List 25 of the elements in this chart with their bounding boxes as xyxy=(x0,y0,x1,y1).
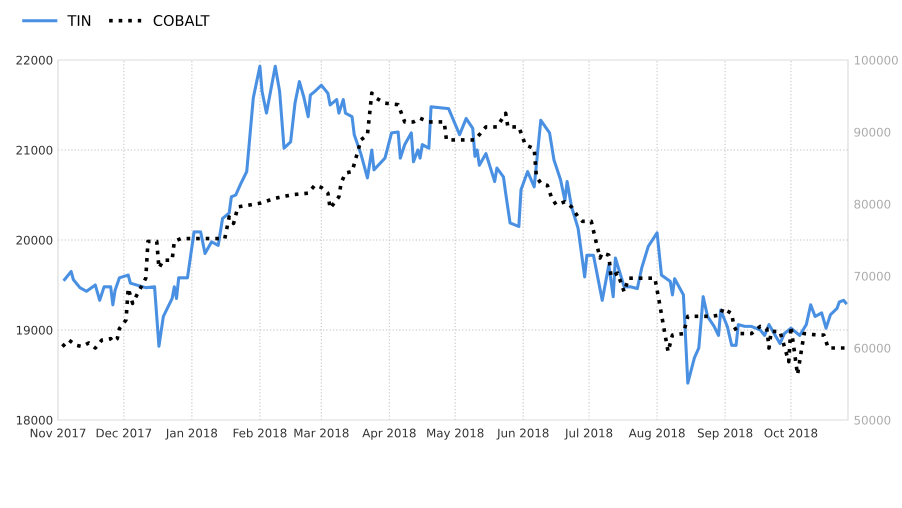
y-tick-label: 21000 xyxy=(16,146,52,155)
y2-tick-label: 80000 xyxy=(854,200,890,209)
legend-label: TIN xyxy=(67,15,90,26)
x-tick-label: Aug 2018 xyxy=(628,428,685,440)
x-tick-label: Jan 2018 xyxy=(165,428,218,440)
y2-tick-label: 90000 xyxy=(854,128,890,137)
y2-tick-label: 70000 xyxy=(854,272,890,281)
y-tick-label: 22000 xyxy=(16,56,52,65)
x-tick-label: Sep 2018 xyxy=(698,428,752,440)
legend-label: COBALT xyxy=(154,15,210,26)
x-tick-label: Dec 2017 xyxy=(96,428,152,438)
x-tick-label: Feb 2018 xyxy=(234,428,286,438)
x-tick-label: Nov 2017 xyxy=(30,428,86,438)
y2-tick-label: 60000 xyxy=(854,344,890,353)
x-tick-label: May 2018 xyxy=(427,428,484,440)
y-tick-label: 18000 xyxy=(16,416,52,425)
y-tick-label: 20000 xyxy=(16,236,52,245)
y2-tick-label: 50000 xyxy=(854,416,890,425)
x-tick-label: Oct 2018 xyxy=(764,428,818,438)
x-tick-label: Jun 2018 xyxy=(496,428,549,440)
x-tick-label: Mar 2018 xyxy=(294,428,349,438)
x-tick-label: Jul 2018 xyxy=(564,428,612,440)
y2-tick-label: 100000 xyxy=(854,56,898,65)
y-tick-label: 19000 xyxy=(16,326,52,335)
x-tick-label: Apr 2018 xyxy=(362,428,416,440)
